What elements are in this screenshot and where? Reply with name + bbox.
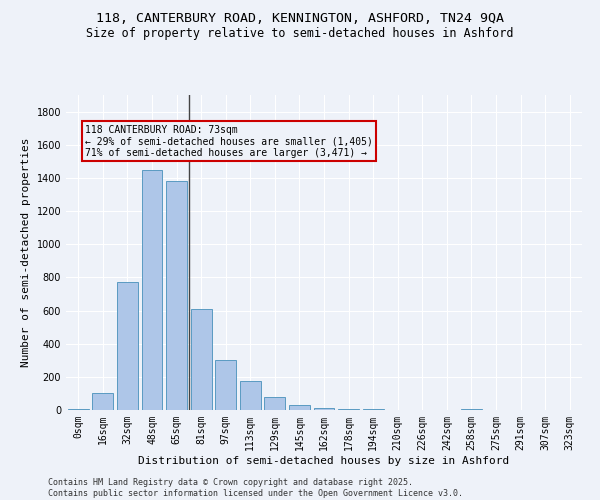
Bar	[142, 170, 163, 410]
X-axis label: Distribution of semi-detached houses by size in Ashford: Distribution of semi-detached houses by …	[139, 456, 509, 466]
Bar	[68, 409, 89, 410]
Bar	[92, 394, 113, 410]
Text: Contains HM Land Registry data © Crown copyright and database right 2025.
Contai: Contains HM Land Registry data © Crown c…	[48, 478, 463, 498]
Bar	[166, 181, 187, 410]
Bar	[461, 409, 482, 410]
Bar	[215, 360, 236, 410]
Text: 118 CANTERBURY ROAD: 73sqm
← 29% of semi-detached houses are smaller (1,405)
71%: 118 CANTERBURY ROAD: 73sqm ← 29% of semi…	[85, 125, 373, 158]
Bar	[314, 408, 334, 410]
Bar	[289, 405, 310, 410]
Text: Size of property relative to semi-detached houses in Ashford: Size of property relative to semi-detach…	[86, 28, 514, 40]
Bar	[362, 409, 383, 410]
Bar	[265, 396, 286, 410]
Bar	[191, 309, 212, 410]
Text: 118, CANTERBURY ROAD, KENNINGTON, ASHFORD, TN24 9QA: 118, CANTERBURY ROAD, KENNINGTON, ASHFOR…	[96, 12, 504, 26]
Bar	[117, 282, 138, 410]
Bar	[338, 409, 359, 410]
Y-axis label: Number of semi-detached properties: Number of semi-detached properties	[21, 138, 31, 367]
Bar	[240, 381, 261, 410]
